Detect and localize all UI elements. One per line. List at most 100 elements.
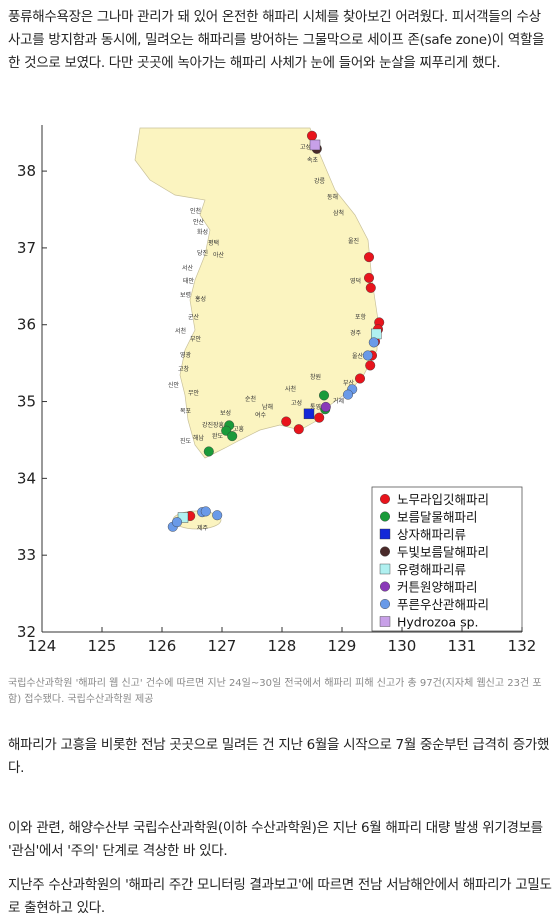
place-name: 목포 <box>180 408 192 415</box>
data-point <box>355 373 366 384</box>
place-name: 순천 <box>245 395 256 403</box>
place-name: 경주 <box>350 330 362 337</box>
paragraph: 해파리가 고흥을 비롯한 전남 곳곳으로 밀려든 건 지난 6월을 시작으로 7… <box>8 737 550 776</box>
place-name: 통영 <box>310 403 321 411</box>
place-name: 장흥 <box>213 421 225 429</box>
y-tick-label: 34 <box>17 469 36 487</box>
data-point <box>365 360 376 371</box>
legend-marker <box>380 599 391 610</box>
place-name: 아산 <box>213 251 225 259</box>
place-name: 울산 <box>352 352 364 360</box>
y-tick-label: 38 <box>17 162 36 180</box>
place-name: 강릉 <box>314 177 326 185</box>
place-name: 무안 <box>188 389 200 397</box>
data-point <box>212 510 223 521</box>
legend-marker <box>380 511 391 522</box>
place-name: 고창 <box>178 365 190 373</box>
place-name: 부산 <box>343 379 355 387</box>
legend-label: 보름달물해파리 <box>397 510 478 525</box>
place-name: 여수 <box>255 411 267 419</box>
place-name: 포항 <box>355 313 367 321</box>
intro-text: 풍류해수욕장은 그나마 관리가 돼 있어 온전한 해파리 시체를 찾아보긴 어려… <box>8 9 545 71</box>
place-name: 거제 <box>333 397 344 405</box>
image-caption: 국립수산과학원 '해파리 웹 신고' 건수에 따르면 지난 24일~30일 전국… <box>8 678 542 705</box>
legend-label: 두빛보름달해파리 <box>397 545 489 560</box>
legend-marker <box>380 581 391 592</box>
legend-box <box>371 486 523 632</box>
paragraph: 지난주 수산과학원의 '해파리 주간 모니터링 결과보고'에 따르면 전남 서남… <box>8 877 552 916</box>
x-tick-label: 128 <box>268 637 297 655</box>
place-name: 창원 <box>310 373 321 381</box>
legend-label: 노무라입깃해파리 <box>397 492 489 507</box>
legend-marker <box>379 616 391 627</box>
page: 풍류해수욕장은 그나마 관리가 돼 있어 온전한 해파리 시체를 찾아보긴 어려… <box>0 9 560 916</box>
data-point <box>309 139 321 151</box>
place-name: 서산 <box>182 264 194 272</box>
place-name: 남해 <box>262 403 273 411</box>
y-tick-label: 32 <box>17 623 36 641</box>
legend-marker <box>380 546 391 557</box>
place-name: 강진 <box>202 421 213 429</box>
data-point <box>319 390 330 401</box>
data-point <box>343 389 354 400</box>
legend-marker <box>379 528 391 540</box>
place-name: 삼척 <box>333 209 344 217</box>
legend-label: 커튼원양해파리 <box>397 580 478 595</box>
data-point <box>371 328 382 340</box>
data-point <box>227 431 238 442</box>
place-name: 완도 <box>212 432 224 440</box>
place-name: 울진 <box>348 237 359 245</box>
place-name: 당진 <box>197 249 208 257</box>
place-name: 안산 <box>193 218 205 226</box>
y-tick-label: 35 <box>17 393 36 411</box>
data-point <box>368 337 379 348</box>
place-name: 군산 <box>188 313 200 321</box>
place-name: 동해 <box>327 193 338 201</box>
legend-label: 푸른우산관해파리 <box>397 597 489 612</box>
y-tick-label: 33 <box>17 546 36 564</box>
legend-marker <box>380 494 391 505</box>
place-name: 사천 <box>285 385 296 393</box>
data-point <box>203 446 214 457</box>
place-name: 진도 <box>180 437 192 445</box>
place-name: 고성 <box>300 143 311 151</box>
legend-marker <box>379 563 391 575</box>
data-point <box>365 282 376 293</box>
place-name: 고흥 <box>233 425 245 433</box>
place-name: 고성 <box>291 399 302 407</box>
data-point <box>364 272 375 283</box>
x-tick-label: 124 <box>28 637 57 655</box>
x-tick-label: 130 <box>388 637 417 655</box>
y-tick-label: 36 <box>17 316 36 334</box>
paragraph: 이와 관련, 해양수산부 국립수산과학원(이하 수산과학원)은 지난 6월 해파… <box>8 820 543 859</box>
place-name: 인천 <box>190 207 201 215</box>
jellyfish-map: 124 125 126 127 128 129 130 131 132 32 33 34 35 36 37 3… <box>0 125 560 670</box>
place-name: 서천 <box>175 327 186 335</box>
place-name: 제주 <box>197 524 209 532</box>
place-name: 영광 <box>180 351 192 359</box>
data-point <box>314 412 325 423</box>
legend-label: 상자해파리류 <box>397 527 466 542</box>
place-name: 평택 <box>208 239 219 247</box>
x-tick-label: 127 <box>208 637 237 655</box>
data-point <box>200 506 211 517</box>
x-tick-label: 131 <box>448 637 477 655</box>
x-tick-label: 126 <box>148 637 177 655</box>
data-point <box>362 350 373 361</box>
x-tick-label: 132 <box>508 637 537 655</box>
x-tick-label: 129 <box>328 637 357 655</box>
land <box>134 127 379 459</box>
data-point <box>293 424 304 435</box>
y-tick-label: 37 <box>17 239 36 257</box>
place-name: 신안 <box>168 381 180 389</box>
legend-label: 유령해파리류 <box>397 562 466 577</box>
place-name: 보령 <box>180 291 191 299</box>
legend-label: Hydrozoa sp. <box>397 615 479 630</box>
data-point <box>303 408 315 420</box>
place-name: 부안 <box>190 335 202 343</box>
data-point <box>281 416 292 427</box>
place-name: 해남 <box>193 434 205 442</box>
place-name: 속초 <box>307 156 319 164</box>
place-name: 태안 <box>183 277 195 285</box>
place-name: 보성 <box>220 409 231 417</box>
